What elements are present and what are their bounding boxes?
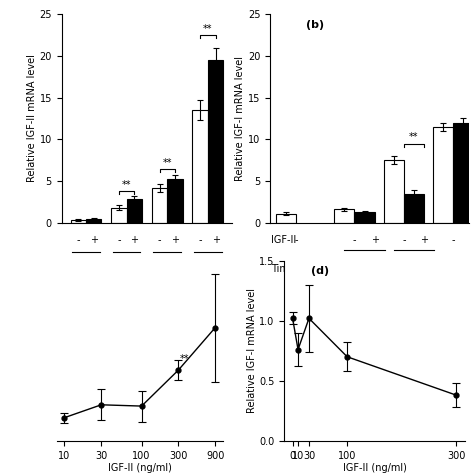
Bar: [453, 123, 474, 223]
Text: -: -: [294, 235, 298, 245]
Text: -: -: [451, 235, 455, 245]
Text: +: +: [90, 235, 98, 245]
Bar: [86, 219, 101, 223]
Bar: [208, 60, 223, 223]
Text: -: -: [353, 235, 356, 245]
Text: (b): (b): [306, 20, 324, 30]
Bar: [167, 179, 182, 223]
Bar: [355, 212, 374, 223]
Text: 12h: 12h: [77, 264, 95, 274]
Text: (d): (d): [311, 266, 329, 276]
Text: 12h: 12h: [356, 264, 374, 274]
Text: 24h: 24h: [405, 264, 423, 274]
Text: -: -: [158, 235, 161, 245]
Y-axis label: Relative IGF-I mRNA level: Relative IGF-I mRNA level: [246, 288, 256, 413]
Bar: [334, 210, 355, 223]
Text: 24h: 24h: [117, 264, 136, 274]
Y-axis label: Relative IGF-II mRNA level: Relative IGF-II mRNA level: [27, 55, 36, 182]
Text: **: **: [163, 157, 172, 167]
Y-axis label: Relative IGF-I mRNA level: Relative IGF-I mRNA level: [235, 56, 245, 181]
Text: Time: Time: [271, 264, 295, 274]
Text: 48h: 48h: [199, 264, 217, 274]
Text: **: **: [409, 133, 419, 143]
Bar: [127, 200, 142, 223]
Text: **: **: [203, 24, 213, 34]
Text: +: +: [211, 235, 219, 245]
Bar: [404, 193, 424, 223]
Bar: [152, 188, 167, 223]
Text: **: **: [180, 354, 189, 364]
X-axis label: IGF-II (ng/ml): IGF-II (ng/ml): [343, 463, 406, 474]
Text: 0: 0: [293, 264, 299, 274]
Bar: [111, 208, 127, 223]
Text: -: -: [402, 235, 406, 245]
Text: +: +: [420, 235, 428, 245]
Text: +: +: [171, 235, 179, 245]
Text: **: **: [122, 180, 131, 190]
Bar: [192, 110, 208, 223]
Text: -: -: [117, 235, 121, 245]
Bar: [276, 214, 296, 223]
Bar: [71, 220, 86, 223]
Text: +: +: [130, 235, 138, 245]
Text: -: -: [76, 235, 80, 245]
Text: +: +: [371, 235, 379, 245]
Text: IGF-II: IGF-II: [271, 235, 297, 245]
Text: -: -: [199, 235, 202, 245]
X-axis label: IGF-II (ng/ml): IGF-II (ng/ml): [108, 463, 172, 474]
Bar: [383, 160, 404, 223]
Bar: [433, 127, 453, 223]
Text: 36h: 36h: [158, 264, 176, 274]
